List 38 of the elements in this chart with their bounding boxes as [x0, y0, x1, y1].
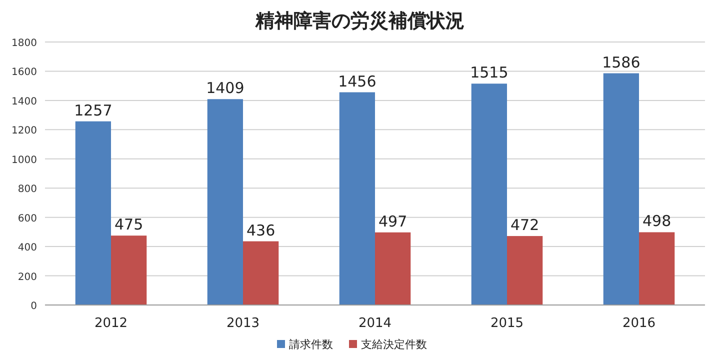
bar — [243, 241, 279, 305]
y-tick-label: 1400 — [12, 96, 37, 108]
bar — [207, 99, 243, 305]
y-tick-label: 1200 — [12, 126, 37, 137]
y-tick-label: 200 — [18, 272, 37, 283]
data-label: 497 — [378, 212, 408, 230]
bar — [111, 236, 147, 305]
chart-title: 精神障害の労災補償状況 — [254, 10, 464, 32]
legend-label: 請求件数 — [289, 338, 333, 351]
bar — [375, 232, 411, 305]
legend-label: 支給決定件数 — [361, 338, 427, 351]
data-label: 475 — [114, 216, 144, 234]
y-tick-label: 600 — [18, 213, 37, 224]
bar — [471, 84, 507, 305]
data-label: 498 — [642, 212, 672, 230]
y-tick-label: 1800 — [12, 38, 37, 49]
x-tick-label: 2015 — [490, 316, 524, 331]
y-tick-label: 0 — [30, 301, 37, 312]
data-label: 1515 — [470, 64, 508, 82]
x-tick-label: 2012 — [94, 316, 128, 331]
data-label: 1409 — [206, 79, 244, 98]
data-label: 1586 — [602, 53, 640, 72]
y-tick-label: 1600 — [12, 67, 37, 78]
bar — [507, 236, 543, 305]
y-tick-label: 1000 — [12, 154, 37, 166]
x-tick-label: 2014 — [358, 316, 392, 331]
data-label: 436 — [246, 221, 276, 240]
bar — [339, 92, 375, 305]
x-tick-label: 2016 — [622, 316, 656, 331]
data-label: 472 — [510, 216, 540, 234]
y-tick-label: 800 — [18, 184, 37, 196]
bar — [603, 73, 639, 305]
x-tick-label: 2013 — [226, 316, 260, 331]
data-label: 1257 — [74, 101, 112, 120]
data-label: 1456 — [338, 72, 376, 90]
bar — [75, 121, 111, 305]
y-tick-label: 400 — [18, 242, 37, 254]
bar — [639, 232, 675, 305]
